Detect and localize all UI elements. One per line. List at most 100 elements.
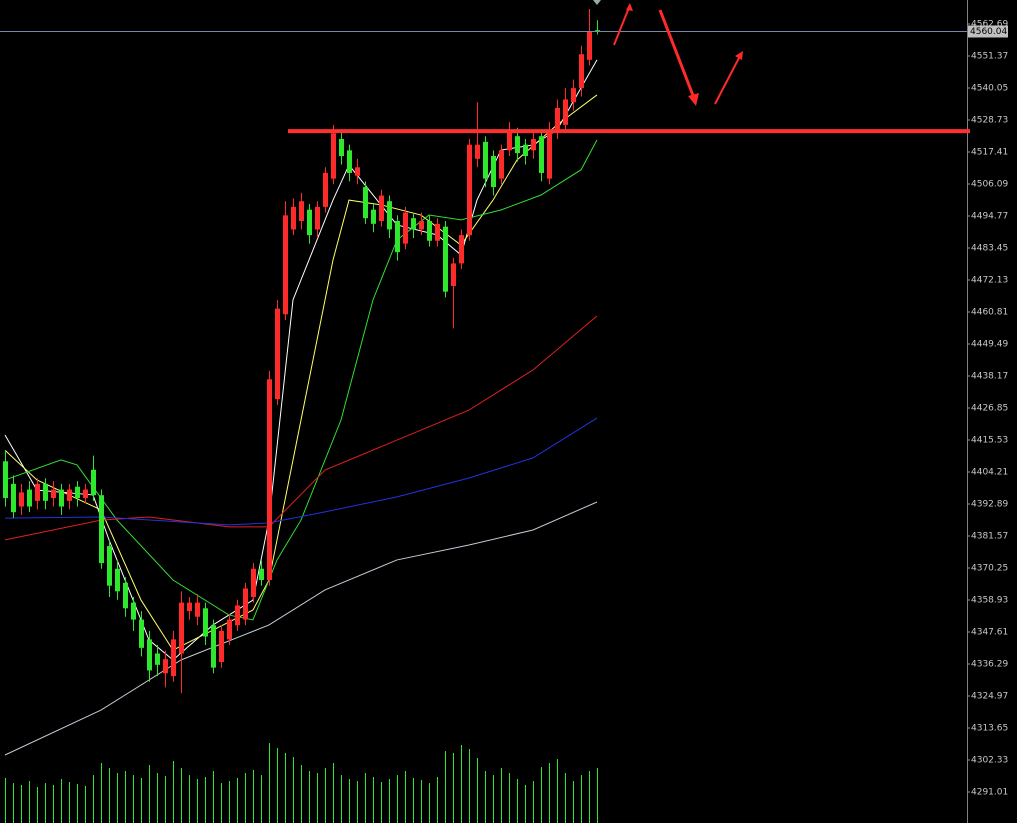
y-tick-label: 4562.69 — [971, 19, 1008, 29]
candle-body — [291, 206, 296, 230]
y-tick-label: 4483.45 — [971, 243, 1008, 253]
candle-body — [323, 172, 328, 207]
candle-body — [99, 495, 104, 564]
candle-body — [483, 141, 488, 179]
candle-body — [355, 167, 360, 176]
candle-body — [51, 489, 56, 499]
candle-body — [315, 206, 320, 230]
y-tick-label: 4358.93 — [971, 595, 1008, 605]
candle-body — [67, 489, 72, 501]
candle-body — [147, 639, 152, 671]
y-tick-label: 4528.73 — [971, 115, 1008, 125]
y-tick-label: 4472.13 — [971, 275, 1008, 285]
y-tick-label: 4381.57 — [971, 531, 1008, 541]
candle-body — [27, 489, 32, 507]
candle-body — [163, 659, 168, 674]
arrow — [613, 4, 631, 46]
candle-body — [387, 201, 392, 230]
candle-body — [75, 486, 80, 499]
candle-body — [499, 150, 504, 179]
arrow — [658, 9, 696, 99]
y-tick-label: 4313.65 — [971, 723, 1008, 733]
candle-body — [203, 608, 208, 637]
candle-body — [363, 187, 368, 219]
candle-body — [587, 31, 592, 60]
moving-average — [4, 417, 598, 526]
candle-body — [259, 568, 264, 581]
y-tick-label: 4291.01 — [971, 787, 1008, 797]
candle-body — [171, 639, 176, 677]
candle-body — [35, 483, 40, 501]
y-tick-label: 4347.61 — [971, 627, 1008, 637]
candle-body — [251, 568, 256, 597]
candle-body — [427, 221, 432, 241]
candle-body — [371, 209, 376, 224]
candle-body — [11, 483, 16, 513]
candle-body — [283, 215, 288, 315]
candle-body — [435, 223, 440, 241]
candle-body — [579, 54, 584, 89]
marker — [593, 0, 601, 5]
arrow-head — [688, 93, 699, 106]
candle-body — [531, 139, 536, 151]
candle-body — [195, 602, 200, 617]
candle-body — [123, 582, 128, 609]
y-tick-label: 4460.81 — [971, 307, 1008, 317]
candle-body — [59, 489, 64, 507]
candle-body — [211, 625, 216, 668]
candle-body — [539, 136, 544, 173]
arrow — [714, 55, 741, 105]
candle-body — [419, 221, 424, 230]
candle-body — [115, 568, 120, 592]
y-tick-label: 4449.49 — [971, 339, 1008, 349]
candle-body — [139, 619, 144, 648]
candle-body — [307, 209, 312, 236]
candle-body — [403, 212, 408, 244]
y-tick-label: 4540.05 — [971, 83, 1008, 93]
candle-body — [491, 155, 496, 188]
candle-body — [227, 619, 232, 640]
candle-body — [379, 195, 384, 222]
candle-body — [299, 201, 304, 222]
y-tick-label: 4404.21 — [971, 467, 1008, 477]
y-tick-label: 4551.37 — [971, 51, 1008, 61]
candle-body — [443, 226, 448, 292]
candle-body — [235, 605, 240, 626]
candle-body — [43, 483, 48, 501]
y-tick-label: 4506.09 — [971, 179, 1008, 189]
candle-body — [547, 130, 552, 179]
arrow-head — [626, 3, 633, 11]
candle-body — [19, 492, 24, 507]
candle-body — [275, 308, 280, 400]
y-tick-label: 4370.25 — [971, 563, 1008, 573]
candle-body — [563, 99, 568, 125]
y-tick-label: 4494.77 — [971, 211, 1008, 221]
y-tick-label: 4426.85 — [971, 403, 1008, 413]
candle-body — [219, 630, 224, 662]
y-tick-label: 4438.17 — [971, 371, 1008, 381]
candle-body — [83, 489, 88, 499]
last-price-box — [968, 25, 1008, 38]
candle-body — [131, 602, 136, 620]
y-tick-label: 4302.33 — [971, 755, 1008, 765]
candle-body — [3, 461, 8, 499]
candle-body — [331, 133, 336, 179]
candle-body — [155, 653, 160, 665]
candle-body — [451, 263, 456, 287]
candle-body — [107, 546, 112, 586]
candle-body — [555, 107, 560, 131]
candle-body — [467, 144, 472, 236]
candle-body — [475, 144, 480, 159]
annotations — [593, 0, 743, 106]
candle-body — [523, 144, 528, 156]
y-tick-label: 4517.41 — [971, 147, 1008, 157]
candle-body — [595, 30, 600, 32]
moving-average — [4, 94, 598, 651]
moving-average — [4, 139, 598, 621]
candle-body — [179, 602, 184, 654]
arrow-head — [735, 51, 743, 60]
candle-body — [571, 88, 576, 103]
